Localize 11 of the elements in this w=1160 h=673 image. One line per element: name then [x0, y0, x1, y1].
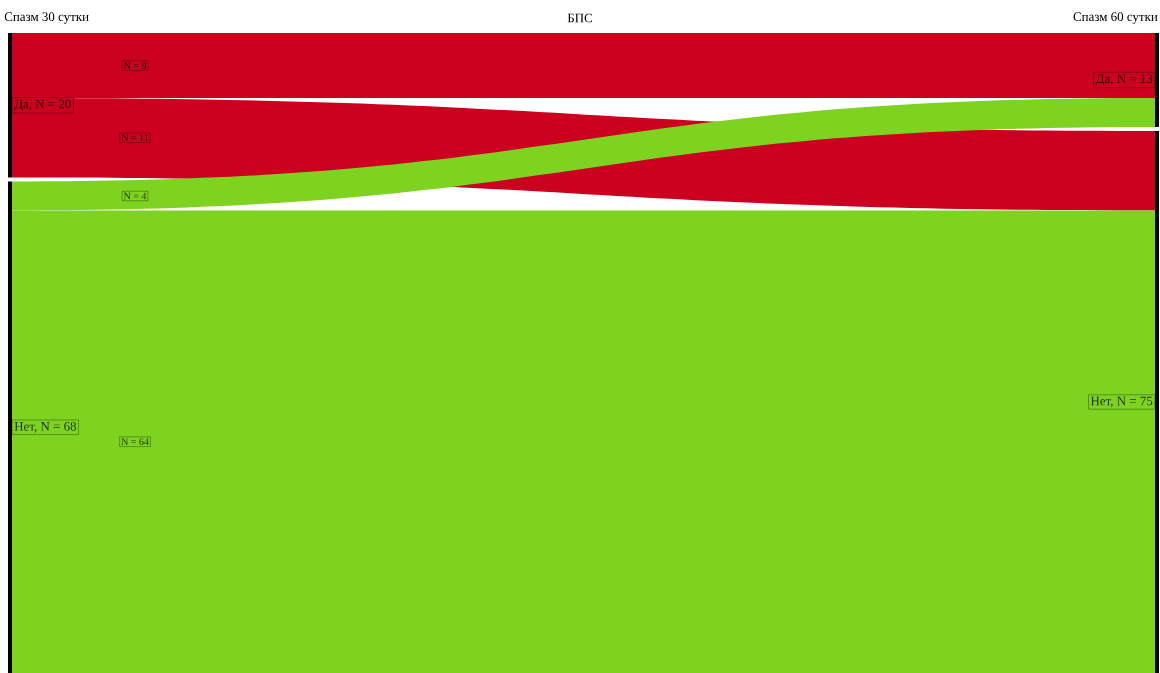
text: Нет, N = 68 [14, 421, 77, 433]
category-label: Спазм 60 сутки [1073, 12, 1158, 24]
text: Да, N = 20 [14, 99, 71, 111]
text: Да, N = 13 [1095, 74, 1153, 86]
data-label: N = 11 [121, 134, 149, 142]
text: БПС [567, 13, 592, 23]
text: Нет, N = 75 [1090, 396, 1153, 408]
data-label: N = 64 [121, 438, 149, 446]
data-label: N = 4 [123, 192, 147, 200]
data-label: N = 9 [123, 62, 146, 69]
category-label: Спазм 30 сутки [4, 12, 89, 24]
